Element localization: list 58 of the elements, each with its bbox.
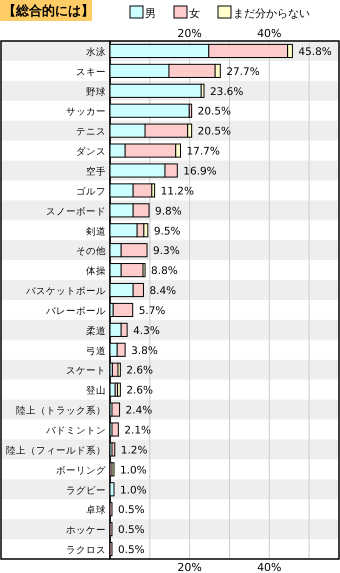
text: 9.5% bbox=[154, 225, 181, 238]
text: 23.6% bbox=[210, 86, 244, 98]
text: 8.8% bbox=[151, 265, 178, 278]
y-tick-label: スケート bbox=[66, 366, 106, 377]
y-tick-label: ダンス bbox=[76, 146, 106, 158]
text: 27.7% bbox=[226, 66, 260, 78]
y-tick-label: ゴルフ bbox=[76, 185, 106, 198]
text: 11.2% bbox=[160, 185, 194, 198]
text: 2.6% bbox=[126, 384, 154, 397]
text: 2.1% bbox=[124, 424, 152, 436]
y-tick-label: スノーボード bbox=[46, 206, 106, 218]
y-tick-label: 柔道 bbox=[86, 324, 106, 337]
y-tick-label: 登山 bbox=[86, 384, 106, 397]
y-tick-label: テニス bbox=[76, 126, 106, 138]
y-tick-label: バスケットボール bbox=[25, 286, 106, 298]
y-tick-label: 陸上（トラック系） bbox=[16, 404, 106, 417]
text: 2.6% bbox=[126, 364, 154, 377]
y-tick-label: スキー bbox=[76, 66, 106, 78]
y-tick-label: その他 bbox=[76, 245, 106, 258]
y-tick-label: 野球 bbox=[86, 86, 106, 98]
legend-label: 女 bbox=[189, 7, 200, 20]
text: 8.4% bbox=[149, 285, 176, 298]
y-tick-label: バレーボール bbox=[45, 306, 106, 317]
y-tick-label: バドミントン bbox=[45, 426, 106, 436]
text: 0.5% bbox=[118, 544, 145, 556]
x2-tick-label: 20% bbox=[177, 27, 202, 40]
y-tick-label: ボーリング bbox=[56, 465, 107, 476]
legend-label: 男 bbox=[145, 7, 156, 20]
y-tick-label: ラグビー bbox=[66, 485, 106, 496]
x2-tick-label: 40% bbox=[257, 27, 282, 40]
text: 16.9% bbox=[183, 166, 217, 178]
y-tick-label: ホッケー bbox=[66, 525, 106, 536]
text: 9.8% bbox=[155, 205, 182, 218]
text: 3.8% bbox=[131, 344, 158, 357]
y-tick-label: 空手 bbox=[86, 166, 106, 178]
text: 2.4% bbox=[126, 404, 152, 417]
text: 0.5% bbox=[118, 524, 145, 536]
text: 20.5% bbox=[198, 126, 232, 138]
y-tick-label: 水泳 bbox=[86, 46, 106, 58]
y-tick-label: 卓球 bbox=[86, 504, 106, 516]
text: 0.5% bbox=[118, 504, 145, 516]
text: 17.7% bbox=[186, 146, 220, 158]
text: 20.5% bbox=[198, 106, 232, 118]
legend-label: まだ分からない bbox=[233, 7, 310, 20]
text: 4.3% bbox=[133, 324, 160, 337]
text: 45.8% bbox=[298, 46, 332, 58]
chart-title: 【総合的には】 bbox=[3, 3, 94, 19]
y-tick-label: 弓道 bbox=[86, 344, 106, 357]
text: 1.0% bbox=[120, 484, 147, 496]
text: 1.2% bbox=[120, 444, 148, 456]
text: 9.3% bbox=[153, 245, 180, 258]
text: 1.0% bbox=[120, 464, 147, 476]
y-tick-label: 体操 bbox=[86, 265, 106, 278]
text: 5.7% bbox=[138, 304, 166, 317]
y-tick-label: サッカー bbox=[66, 106, 106, 118]
y-tick-label: ラクロス bbox=[66, 545, 106, 556]
y-tick-label: 剣道 bbox=[86, 225, 106, 238]
y-tick-label: 陸上（フィールド系） bbox=[6, 444, 106, 456]
